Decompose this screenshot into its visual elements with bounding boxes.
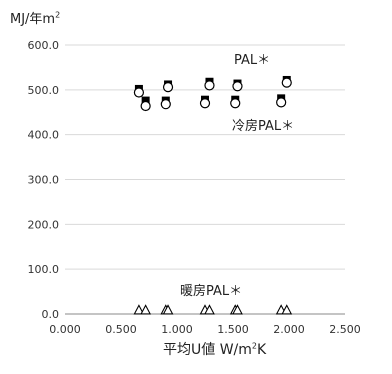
x-tick-label: 2.000 [273, 323, 305, 336]
gridlines [65, 44, 345, 270]
data-point-circle [162, 82, 174, 93]
annotation-cooling-pal: 冷房PAL＊ [232, 118, 294, 134]
x-tick-label: 0.500 [105, 323, 137, 336]
data-point-circle [133, 87, 145, 98]
y-tick-labels: 0.0 100.0 200.0 300.0 400.0 500.0 600.0 [28, 39, 60, 321]
y-tick-label: 200.0 [28, 218, 60, 231]
data-point-triangle [281, 304, 293, 315]
x-tick-label: 2.500 [329, 323, 361, 336]
y-axis-title: MJ/年m2 [10, 10, 61, 27]
data-point-circle [276, 97, 287, 108]
data-point-triangle [204, 304, 215, 315]
data-point-square [141, 96, 150, 105]
series-cooling-pal-points [133, 77, 292, 112]
x-tick-label: 1.500 [217, 323, 249, 336]
y-tick-label: 0.0 [42, 308, 60, 321]
annotation-heating-pal: 暖房PAL＊ [180, 283, 242, 299]
y-tick-label: 500.0 [28, 84, 60, 97]
x-tick-label: 0.000 [49, 323, 81, 336]
x-tick-labels: 0.000 0.500 1.000 1.500 2.000 2.500 [49, 323, 361, 336]
data-point-circle [230, 98, 241, 109]
data-point-triangle [232, 304, 243, 315]
data-point-circle [199, 98, 211, 109]
x-axis-title: 平均U値 W/m2K [163, 341, 267, 358]
data-point-triangle [140, 304, 152, 315]
data-point-circle [140, 100, 151, 112]
y-tick-label: 300.0 [28, 174, 60, 187]
data-point-triangle [162, 304, 174, 315]
series-heating-pal-points [133, 304, 293, 315]
x-tick-label: 1.000 [161, 323, 193, 336]
data-point-circle [160, 99, 171, 110]
y-tick-label: 100.0 [28, 263, 60, 276]
data-point-triangle [133, 304, 145, 315]
y-tick-label: 400.0 [28, 129, 60, 142]
annotation-pal: PAL＊ [234, 53, 270, 68]
y-tick-label: 600.0 [28, 39, 60, 52]
data-point-circle [232, 81, 243, 92]
data-point-circle [281, 77, 292, 88]
data-point-circle [204, 80, 215, 91]
